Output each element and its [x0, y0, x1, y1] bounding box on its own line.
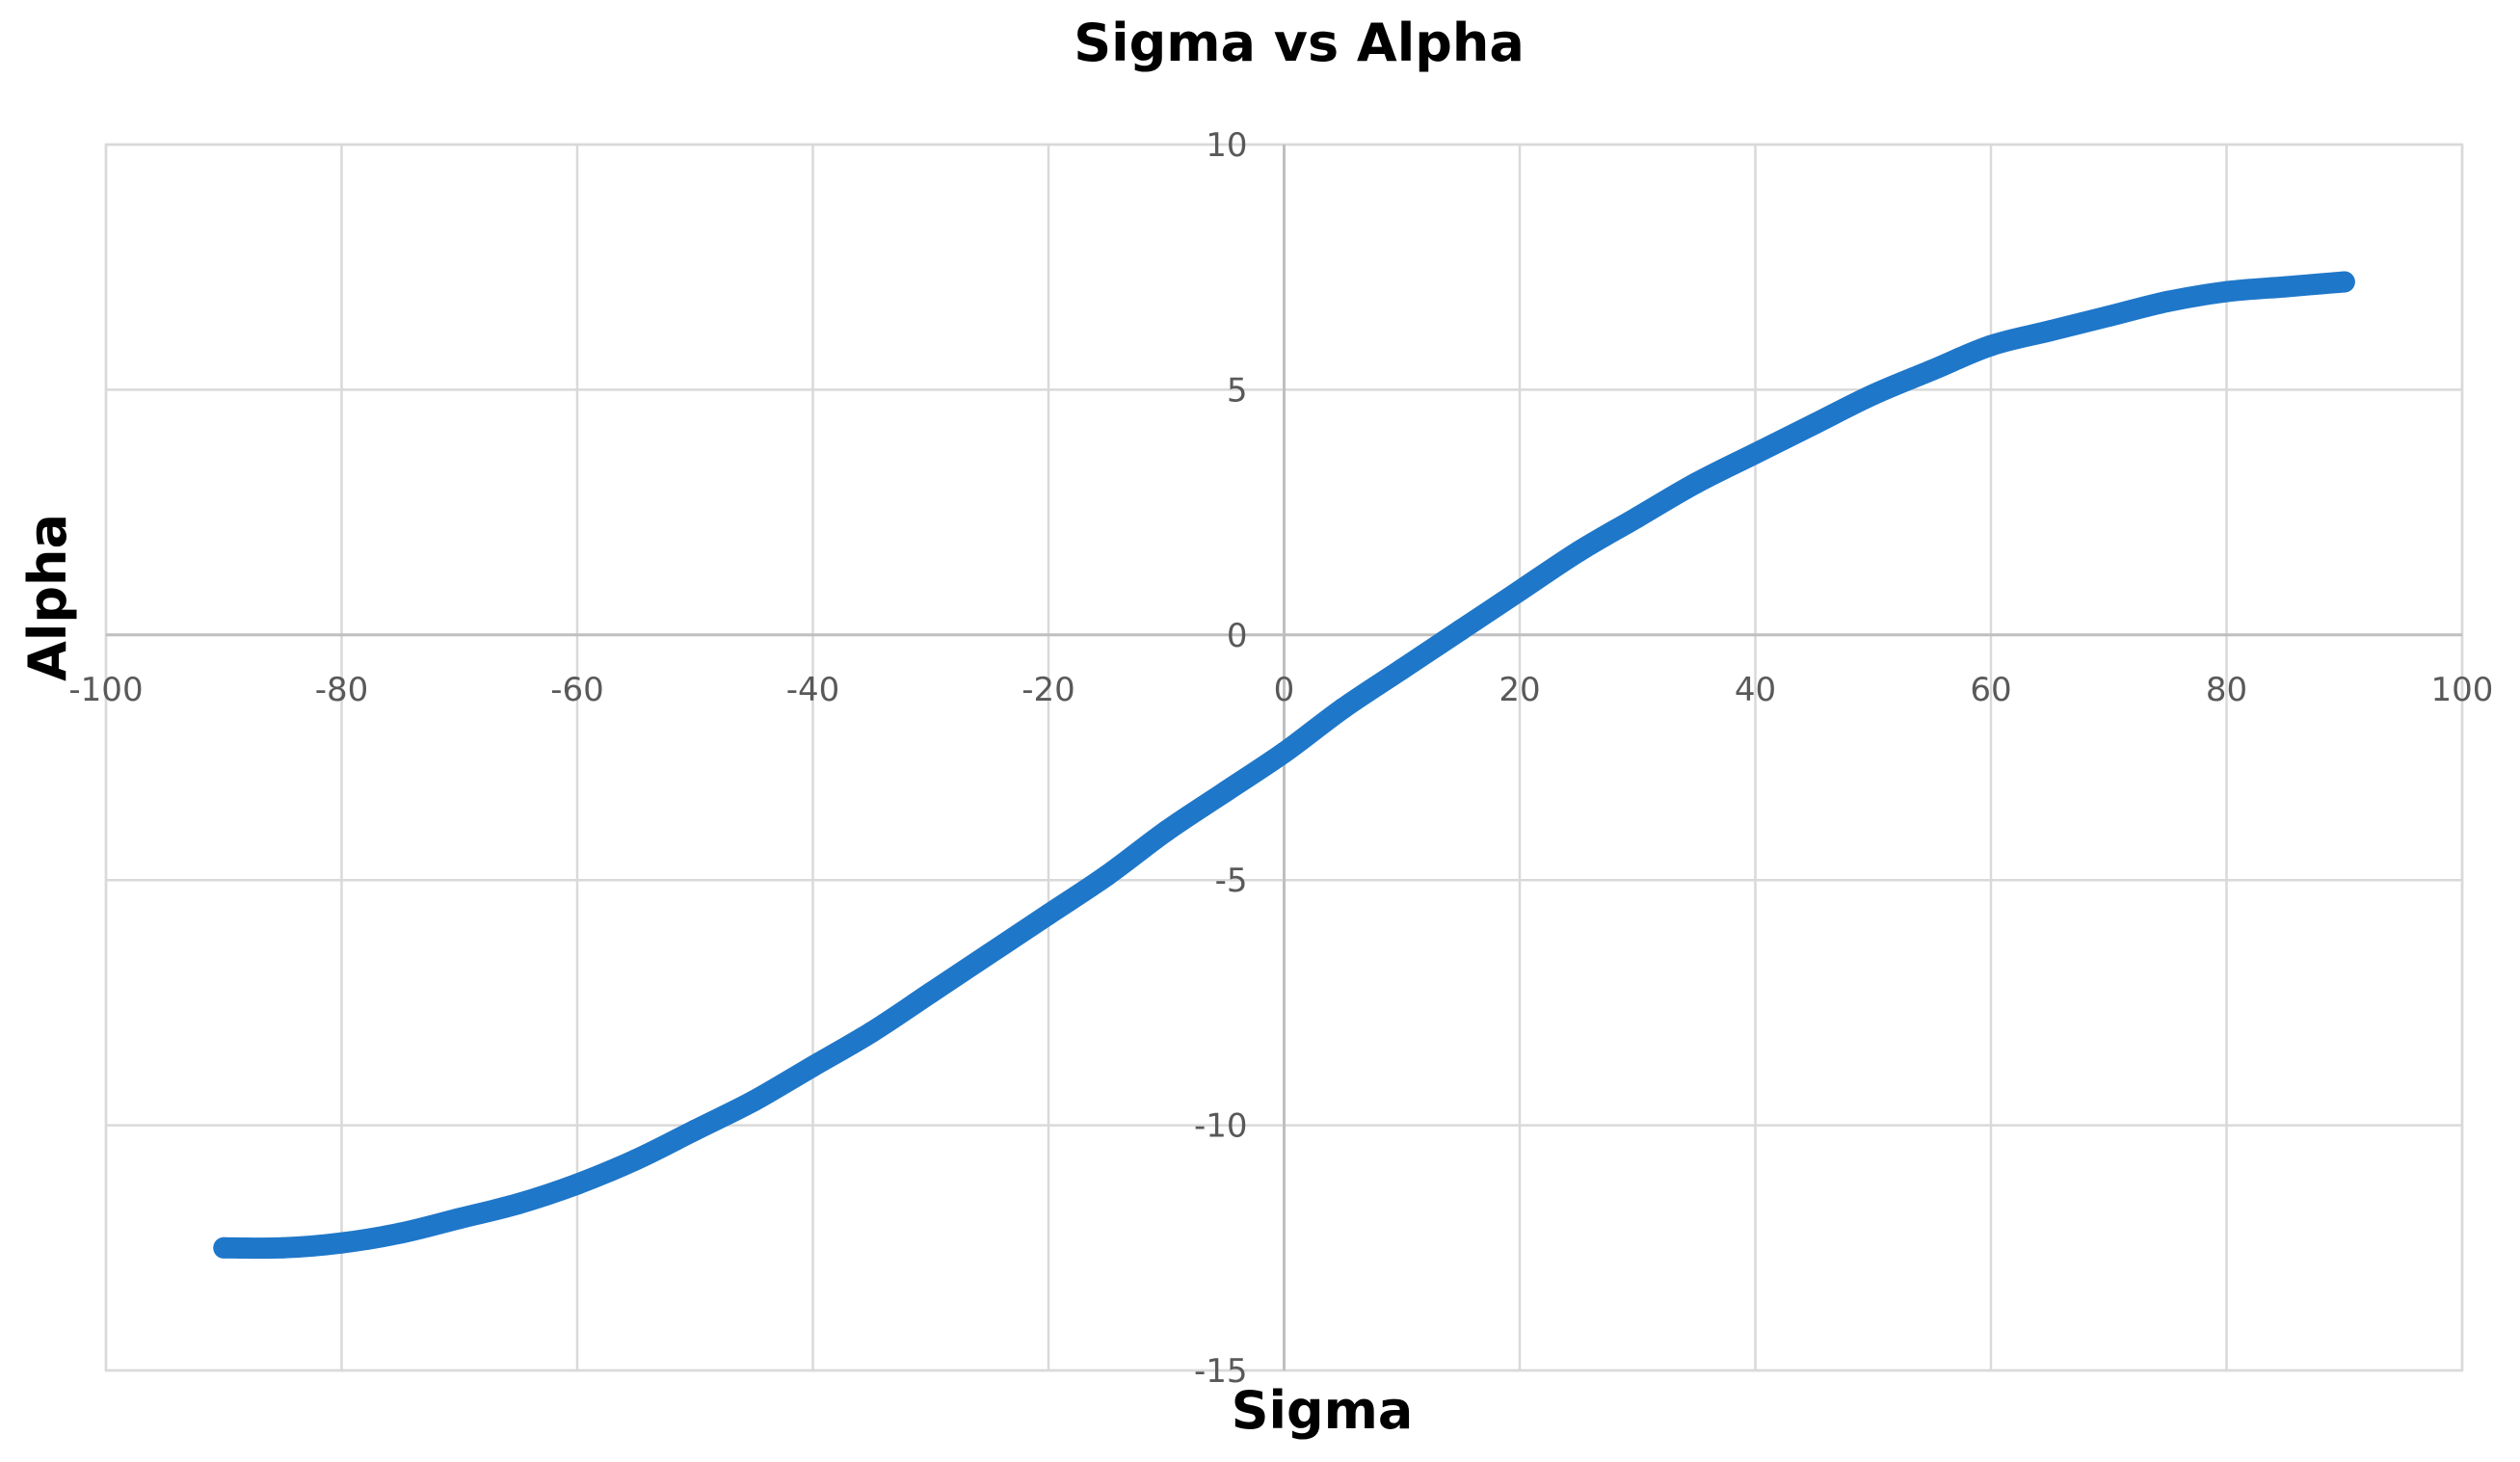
- data-point: [272, 1236, 294, 1259]
- x-tick-label: 0: [1274, 671, 1295, 709]
- data-point: [1214, 781, 1236, 803]
- x-tick-label: -60: [550, 671, 604, 709]
- data-point: [802, 1055, 824, 1077]
- x-axis-title: Sigma: [1232, 1380, 1414, 1441]
- data-point: [213, 1236, 235, 1259]
- data-point: [2098, 306, 2120, 328]
- tick-labels: -100 -80 -60 -40 -20 0 20 40 60 80 100 -15 -10 -5 0 5 10: [68, 126, 2493, 1391]
- chart-title: Sigma vs Alpha: [1074, 13, 1525, 73]
- data-point: [978, 943, 1000, 965]
- data-point: [2333, 271, 2355, 293]
- data-point: [2039, 320, 2061, 342]
- data-point: [1568, 541, 1590, 563]
- data-point: [448, 1208, 470, 1230]
- data-point: [1391, 658, 1413, 680]
- data-point: [1627, 506, 1649, 528]
- x-tick-label: -80: [315, 671, 369, 709]
- data-point: [2274, 276, 2296, 298]
- x-tick-label: -100: [68, 671, 143, 709]
- x-tick-label: 60: [1970, 671, 2011, 709]
- data-point: [625, 1149, 648, 1171]
- data-point: [1332, 698, 1354, 720]
- x-tick-label: 40: [1735, 671, 1776, 709]
- y-tick-label: -10: [1194, 1107, 1248, 1146]
- x-tick-label: 80: [2206, 671, 2247, 709]
- data-point: [1921, 359, 1943, 381]
- data-point: [1038, 903, 1059, 925]
- data-point: [1509, 580, 1530, 601]
- y-tick-label: -5: [1215, 862, 1248, 900]
- data-point: [861, 1021, 883, 1043]
- data-point: [1803, 413, 1825, 435]
- data-point: [1744, 442, 1766, 465]
- data-point: [919, 982, 942, 1004]
- x-tick-label: 20: [1499, 671, 1540, 709]
- data-point: [1980, 334, 2002, 357]
- y-tick-label: 10: [1206, 126, 1247, 165]
- data-point: [2215, 280, 2238, 303]
- data-point: [1273, 741, 1295, 763]
- data-point: [1155, 820, 1178, 842]
- y-axis-title: Alpha: [17, 514, 78, 681]
- data-point: [2157, 290, 2179, 312]
- series-layer: [213, 271, 2355, 1260]
- data-point: [1449, 619, 1472, 641]
- data-point: [743, 1090, 765, 1112]
- data-point: [1097, 864, 1119, 887]
- data-point: [1685, 472, 1708, 494]
- data-point: [1862, 384, 1884, 406]
- y-tick-label: -15: [1194, 1352, 1248, 1391]
- data-point: [331, 1232, 353, 1254]
- data-point: [507, 1193, 529, 1214]
- x-tick-label: -20: [1021, 671, 1075, 709]
- x-tick-label: -40: [786, 671, 840, 709]
- x-tick-label: 100: [2431, 671, 2494, 709]
- data-point: [389, 1222, 411, 1244]
- y-tick-label: 5: [1227, 371, 1248, 410]
- data-point: [567, 1173, 588, 1195]
- y-tick-label: 0: [1227, 617, 1248, 655]
- data-point: [684, 1119, 706, 1141]
